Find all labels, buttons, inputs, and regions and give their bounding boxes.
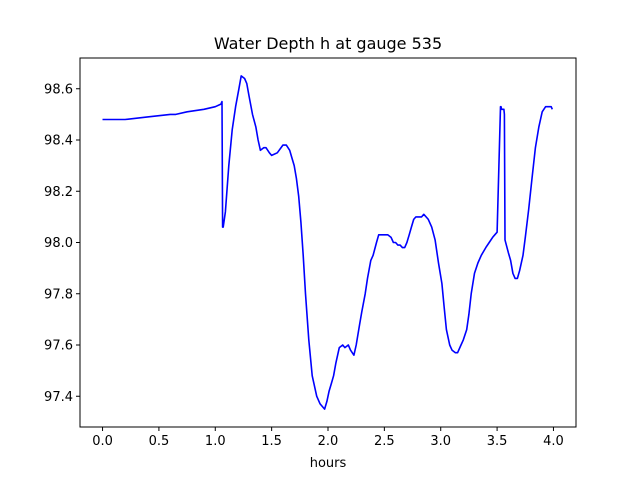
plot-area xyxy=(79,57,577,428)
y-tick-label: 97.8 xyxy=(44,287,73,302)
x-tick-label: 3.5 xyxy=(487,434,508,449)
x-tick-label: 0.0 xyxy=(92,434,113,449)
series-line xyxy=(102,75,554,410)
chart-title: Water Depth h at gauge 535 xyxy=(214,34,442,53)
x-axis: 0.0 0.5 1.0 1.5 2.0 2.5 3.0 3.5 4.0 xyxy=(92,427,564,449)
y-axis: 97.4 97.6 97.8 98.0 98.2 98.4 98.6 xyxy=(44,82,80,405)
x-axis-title: hours xyxy=(310,456,347,471)
y-tick-label: 98.0 xyxy=(44,236,73,251)
y-tick-label: 98.4 xyxy=(44,134,73,149)
x-tick-label: 2.5 xyxy=(374,434,395,449)
y-tick-label: 98.6 xyxy=(44,82,73,97)
series-layer xyxy=(102,75,554,410)
x-tick-label: 3.0 xyxy=(430,434,451,449)
x-tick-label: 1.5 xyxy=(261,434,282,449)
x-tick-label: 1.0 xyxy=(205,434,226,449)
x-tick-label: 4.0 xyxy=(543,434,564,449)
x-tick-label: 2.0 xyxy=(318,434,339,449)
x-tick-label: 0.5 xyxy=(149,434,170,449)
y-tick-label: 97.4 xyxy=(44,390,73,405)
y-tick-label: 98.2 xyxy=(44,185,73,200)
y-tick-label: 97.6 xyxy=(44,339,73,354)
